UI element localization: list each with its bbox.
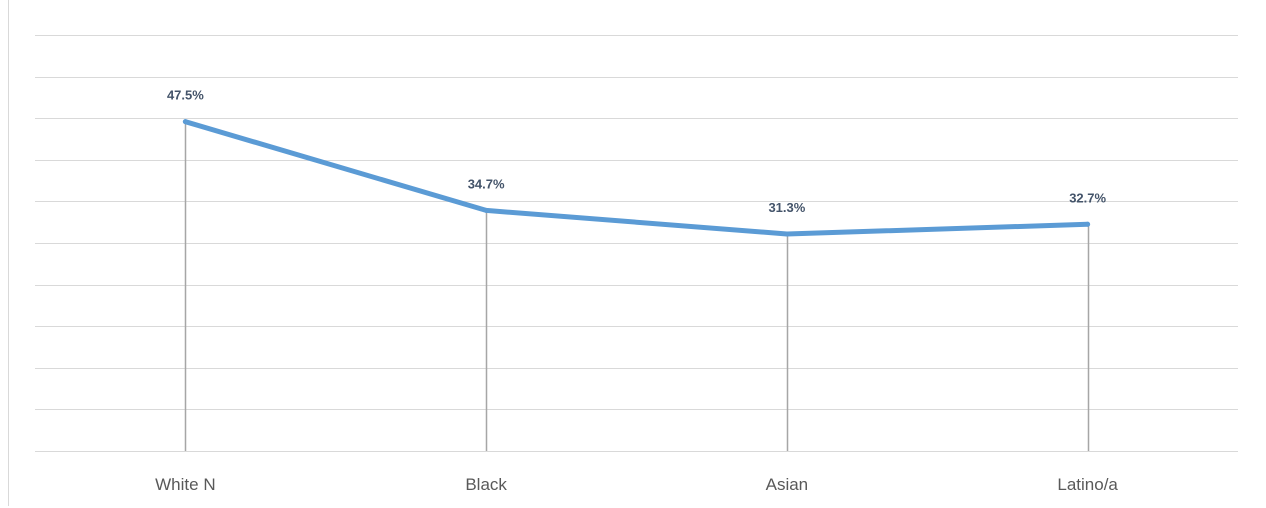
data-point: [784, 231, 790, 237]
data-label: 32.7%: [1069, 190, 1106, 205]
series-line: [182, 119, 1091, 237]
x-tick-label: Latino/a: [1057, 475, 1118, 494]
data-label: 47.5%: [167, 88, 204, 103]
data-point: [182, 119, 188, 125]
x-tick-label: Asian: [766, 475, 809, 494]
data-label: 31.3%: [768, 200, 805, 215]
data-label: 34.7%: [468, 176, 505, 191]
data-point: [483, 207, 489, 213]
x-tick-label: White N: [155, 475, 215, 494]
data-point: [1085, 221, 1091, 227]
x-tick-label: Black: [465, 475, 507, 494]
chart-frame: [8, 0, 1262, 506]
